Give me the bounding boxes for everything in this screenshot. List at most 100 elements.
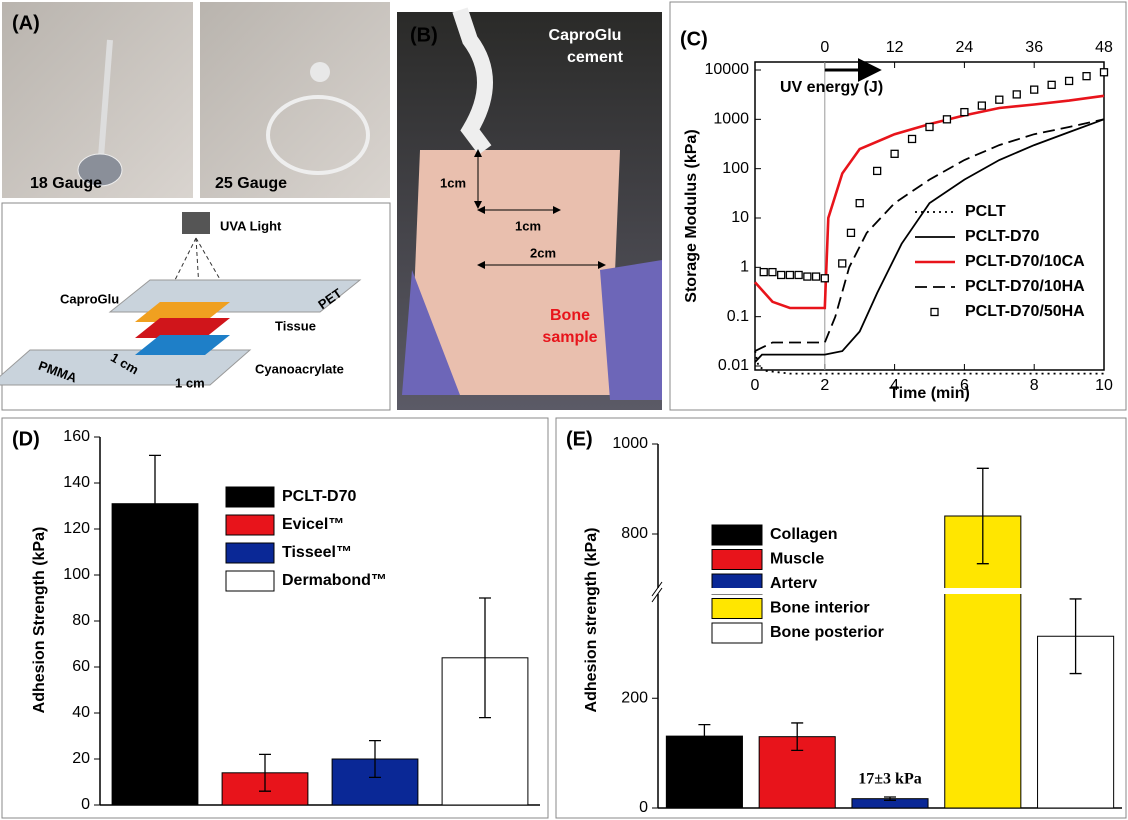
x2-tick-label: 12 — [886, 39, 904, 56]
diagram-label: 1 cm — [175, 375, 205, 390]
marker — [1083, 73, 1090, 80]
legend-label: Bone interior — [770, 600, 870, 617]
legend-marker — [931, 309, 938, 316]
legend-label: PCLT-D70/10HA — [965, 278, 1085, 295]
y-tick-label: 100 — [722, 160, 749, 177]
y-tick-label: 0.1 — [727, 308, 749, 325]
marker — [813, 273, 820, 280]
y-tick-label: 140 — [63, 474, 90, 491]
legend-label: PCLT-D70 — [965, 228, 1039, 245]
x-tick-label: 2 — [820, 377, 829, 394]
y-tick-label: 10 — [731, 209, 749, 226]
legend-swatch — [712, 525, 762, 545]
x2-tick-label: 0 — [820, 39, 829, 56]
lamp — [182, 212, 210, 234]
marker — [1048, 81, 1055, 88]
photo-label: Bone — [550, 307, 590, 324]
y-tick-label: 0.01 — [718, 357, 749, 374]
photo-label: 18 Gauge — [30, 175, 102, 192]
marker — [874, 167, 881, 174]
y-tick-label: 40 — [72, 704, 90, 721]
y-tick-label: 1000 — [713, 111, 749, 128]
marker — [943, 116, 950, 123]
marker — [909, 135, 916, 142]
diagram-label: UVA Light — [220, 218, 282, 233]
figure: (A) 18 Gauge 25 Gauge UVA Light PET Capr… — [0, 0, 1128, 820]
marker — [1066, 77, 1073, 84]
legend-swatch — [226, 543, 274, 563]
x2-axis-label: UV energy (J) — [780, 79, 883, 96]
y-tick-label: 1000 — [612, 435, 648, 452]
y-axis-label: Adhesion strength (kPa) — [583, 528, 600, 713]
marker — [996, 96, 1003, 103]
y-tick-label: 0 — [639, 799, 648, 816]
legend-swatch — [712, 599, 762, 619]
legend-label: Muscle — [770, 551, 824, 568]
x2-tick-label: 24 — [956, 39, 974, 56]
panel-label: (C) — [680, 28, 708, 50]
marker — [978, 102, 985, 109]
x2-tick-label: 48 — [1095, 39, 1113, 56]
y-tick-label: 0 — [81, 796, 90, 813]
marker — [891, 150, 898, 157]
y-tick-label: 100 — [63, 566, 90, 583]
x-tick-label: 10 — [1095, 377, 1113, 394]
marker — [786, 271, 793, 278]
panel-label: (B) — [410, 24, 438, 46]
photo-label: 25 Gauge — [215, 175, 287, 192]
diagram-label: Tissue — [275, 318, 316, 333]
legend-swatch — [712, 550, 762, 570]
legend-label: PCLT — [965, 203, 1006, 220]
legend-label: Tisseel™ — [282, 544, 352, 561]
photo-label: 2cm — [530, 245, 556, 260]
marker — [847, 229, 854, 236]
marker — [795, 271, 802, 278]
y-tick-label: 60 — [72, 658, 90, 675]
diagram-label: Cyanoacrylate — [255, 361, 344, 376]
y-axis-label: Storage Modulus (kPa) — [683, 129, 700, 302]
annotation: 17±3 kPa — [858, 771, 921, 788]
axis-break — [650, 588, 1122, 594]
y-tick-label: 120 — [63, 520, 90, 537]
legend-label: PCLT-D70/10CA — [965, 253, 1085, 270]
x-axis-label: Time (min) — [889, 385, 970, 402]
photo-label: cement — [567, 49, 624, 66]
y-tick-label: 80 — [72, 612, 90, 629]
legend-swatch — [226, 515, 274, 535]
y-tick-label: 160 — [63, 428, 90, 445]
panel-label: (E) — [566, 428, 593, 450]
y-tick-label: 1 — [740, 259, 749, 276]
marker — [769, 269, 776, 276]
photo-label: CaproGlu — [549, 27, 622, 44]
marker — [961, 109, 968, 116]
drop — [310, 62, 330, 82]
legend-label: PCLT-D70/50HA — [965, 303, 1085, 320]
line — [755, 119, 1104, 362]
legend-label: Collagen — [770, 526, 838, 543]
marker — [760, 269, 767, 276]
marker — [821, 275, 828, 282]
legend-swatch — [712, 623, 762, 643]
marker — [1031, 86, 1038, 93]
legend-swatch — [226, 487, 274, 507]
x-tick-label: 0 — [751, 377, 760, 394]
panel-label: (D) — [12, 428, 40, 450]
x2-tick-label: 36 — [1025, 39, 1043, 56]
y-tick-label: 200 — [621, 689, 648, 706]
y-tick-label: 800 — [621, 525, 648, 542]
photo-label: sample — [542, 329, 597, 346]
diagram-label: CaproGlu — [60, 291, 119, 306]
marker — [1013, 91, 1020, 98]
plot-frame — [755, 62, 1104, 370]
marker — [804, 273, 811, 280]
marker — [778, 271, 785, 278]
marker — [856, 200, 863, 207]
marker — [1101, 69, 1108, 76]
y-axis-label: Adhesion Strength (kPa) — [31, 527, 48, 714]
y-tick-label: 20 — [72, 750, 90, 767]
marker — [839, 260, 846, 267]
legend-label: Evicel™ — [282, 516, 344, 533]
legend-label: Bone posterior — [770, 624, 884, 641]
photo-label: 1cm — [440, 175, 466, 190]
legend-label: Dermabond™ — [282, 572, 387, 589]
